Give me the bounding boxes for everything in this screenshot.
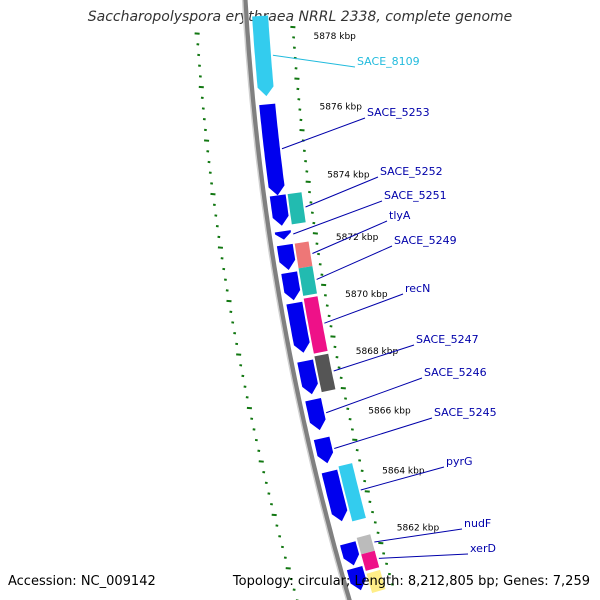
- gene-feature[interactable]: [281, 271, 301, 301]
- gene-feature[interactable]: [340, 541, 360, 566]
- gene-feature[interactable]: [366, 569, 386, 593]
- ruler-label: 5874 kbp: [327, 170, 370, 180]
- gene-feature[interactable]: [305, 398, 326, 431]
- gene-feature[interactable]: [321, 469, 348, 522]
- gene-label[interactable]: nudF: [464, 517, 491, 530]
- gene-label[interactable]: SACE_5245: [434, 406, 497, 419]
- ruler-label: 5862 kbp: [397, 523, 440, 533]
- gene-feature[interactable]: [297, 359, 318, 395]
- gene-feature[interactable]: [356, 534, 375, 555]
- gene-feature[interactable]: [269, 194, 289, 226]
- gene-label-leader: [324, 293, 404, 324]
- genome-backbone: [242, 0, 352, 600]
- gene-label[interactable]: tlyA: [389, 209, 411, 222]
- gene-features: [252, 15, 386, 593]
- gene-label-leader: [293, 200, 383, 235]
- map-title: Saccharopolyspora erythraea NRRL 2338, c…: [87, 9, 513, 25]
- ruler-label: 5866 kbp: [368, 407, 411, 417]
- gc-skew-ticks: [194, 32, 299, 600]
- gene-label-leader: [334, 417, 433, 449]
- gene-label[interactable]: recN: [405, 282, 430, 295]
- ruler-label: 5870 kbp: [345, 290, 388, 300]
- gene-labels: SACE_8109 SACE_5253 SACE_5252 SACE_5251 tlyA…: [272, 54, 497, 559]
- gene-feature[interactable]: [286, 301, 310, 353]
- ruler-labels: 5878 kbp 5876 kbp 5874 kbp 5872 kbp 5870 kbp…: [313, 32, 439, 533]
- gene-label-leader: [316, 245, 393, 280]
- gene-feature[interactable]: [294, 241, 313, 269]
- gene-feature[interactable]: [313, 436, 334, 464]
- gene-label-leader: [281, 117, 366, 150]
- gene-label-leader: [272, 54, 356, 68]
- gene-label-leader: [305, 176, 379, 208]
- gene-label-leader: [312, 220, 388, 254]
- gene-label[interactable]: SACE_5246: [424, 366, 487, 379]
- gene-label-leader: [378, 553, 469, 559]
- genome-backbone-highlight: [241, 0, 348, 600]
- gene-label[interactable]: xerD: [470, 542, 496, 555]
- ruler-label: 5872 kbp: [336, 233, 379, 243]
- genome-summary: Topology: circular; Length: 8,212,805 bp…: [232, 574, 590, 589]
- gene-feature[interactable]: [298, 266, 317, 296]
- gene-feature[interactable]: [259, 103, 285, 196]
- ruler-label: 5878 kbp: [313, 32, 356, 42]
- gene-label[interactable]: SACE_5249: [394, 234, 457, 247]
- gene-feature[interactable]: [252, 15, 274, 97]
- gene-feature[interactable]: [314, 353, 336, 393]
- gene-label[interactable]: SACE_5252: [380, 165, 443, 178]
- gene-label[interactable]: SACE_5251: [384, 189, 447, 202]
- gene-label[interactable]: SACE_8109: [357, 55, 420, 68]
- gene-feature[interactable]: [274, 230, 291, 240]
- ruler-label: 5864 kbp: [382, 466, 425, 476]
- ruler-ticks: [290, 25, 394, 586]
- gene-feature[interactable]: [361, 550, 380, 571]
- gene-label-leader: [360, 466, 445, 491]
- ruler-label: 5876 kbp: [320, 102, 363, 112]
- ruler-label: 5868 kbp: [356, 347, 399, 357]
- gene-feature[interactable]: [276, 243, 296, 270]
- gene-label-leader: [325, 377, 423, 414]
- gene-label-leader: [333, 344, 415, 372]
- accession-label: Accession: NC_009142: [8, 574, 156, 589]
- gene-feature[interactable]: [346, 566, 366, 591]
- gene-label-leader: [374, 528, 463, 543]
- gene-label[interactable]: SACE_5253: [367, 106, 430, 119]
- gene-label[interactable]: pyrG: [446, 455, 473, 468]
- gene-feature[interactable]: [338, 463, 366, 522]
- gene-feature[interactable]: [287, 192, 306, 225]
- gene-label[interactable]: SACE_5247: [416, 333, 479, 346]
- gene-feature[interactable]: [303, 296, 328, 354]
